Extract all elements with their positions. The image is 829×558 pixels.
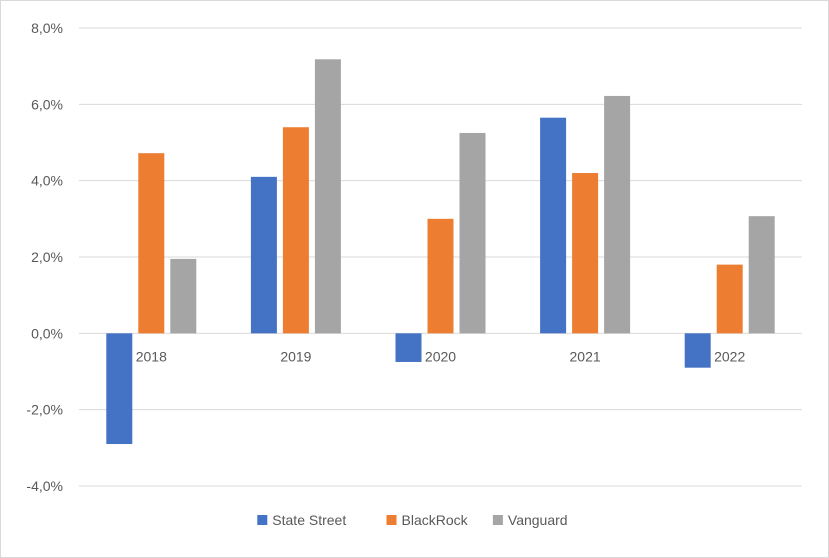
- y-tick-label: 4,0%: [31, 173, 63, 189]
- legend-swatch-blackrock: [386, 515, 397, 525]
- x-tick-label: 2019: [280, 348, 311, 364]
- y-tick-label: -2,0%: [26, 402, 63, 418]
- gridlines: [79, 27, 802, 487]
- bars: [106, 59, 775, 445]
- bar-state-street-2022: [684, 333, 711, 368]
- x-tick-label: 2020: [425, 348, 456, 364]
- bar-blackrock-2021: [572, 173, 599, 334]
- bar-state-street-2020: [395, 333, 422, 362]
- x-axis-tick-labels: 2018 2019 2020 2021 2022: [136, 348, 746, 364]
- x-tick-label: 2022: [714, 348, 745, 364]
- bar-blackrock-2019: [282, 127, 309, 334]
- bar-blackrock-2020: [427, 218, 454, 334]
- x-tick-label: 2018: [136, 348, 167, 364]
- y-tick-label: 8,0%: [31, 20, 63, 36]
- y-tick-label: -4,0%: [26, 478, 63, 494]
- bar-vanguard-2022: [748, 216, 775, 334]
- legend-swatch-vanguard: [492, 515, 503, 525]
- legend-label: Vanguard: [508, 512, 568, 528]
- x-tick-label: 2021: [570, 348, 601, 364]
- bar-state-street-2018: [106, 333, 133, 445]
- bar-blackrock-2022: [716, 264, 743, 334]
- legend-label: State Street: [272, 512, 346, 528]
- bar-state-street-2019: [250, 176, 277, 334]
- legend: State Street BlackRock Vanguard: [257, 512, 568, 528]
- bar-vanguard-2018: [170, 258, 197, 334]
- bar-vanguard-2019: [314, 59, 341, 334]
- y-tick-label: 0,0%: [31, 325, 63, 341]
- bar-vanguard-2020: [459, 132, 486, 334]
- legend-label: BlackRock: [402, 512, 469, 528]
- bar-state-street-2021: [540, 117, 567, 334]
- y-axis-tick-labels: -4,0% -2,0% 0,0% 2,0% 4,0% 6,0% 8,0%: [26, 20, 63, 494]
- legend-swatch-state-street: [257, 515, 268, 525]
- bar-blackrock-2018: [138, 153, 165, 334]
- bar-vanguard-2021: [604, 95, 631, 334]
- y-tick-label: 2,0%: [31, 249, 63, 265]
- y-tick-label: 6,0%: [31, 96, 63, 112]
